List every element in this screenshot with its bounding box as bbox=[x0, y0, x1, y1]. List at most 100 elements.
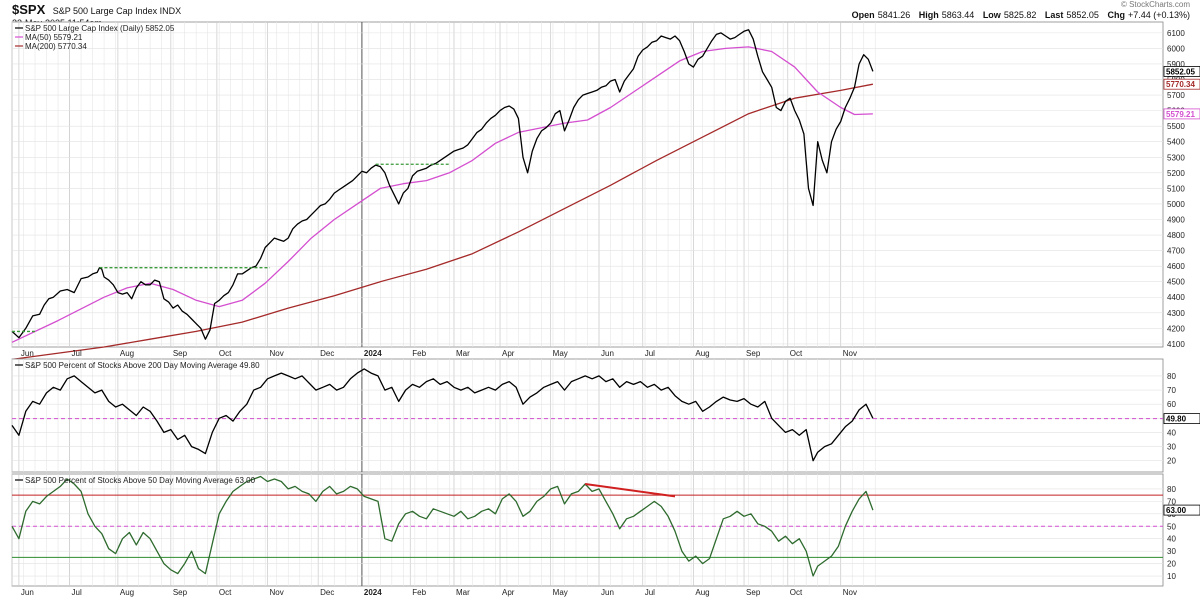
last-value-box bbox=[1163, 413, 1200, 425]
x-tick-label: Jul bbox=[72, 349, 82, 358]
x-tick-label: Nov bbox=[843, 349, 857, 358]
watermark: © StockCharts.com bbox=[1120, 0, 1190, 9]
x-tick-label: Jun bbox=[601, 588, 614, 597]
x-tick-label: Dec bbox=[320, 588, 334, 597]
legend-entry: S&P 500 Large Cap Index (Daily) 5852.05 bbox=[25, 24, 175, 33]
legend-entry: S&P 500 Percent of Stocks Above 200 Day … bbox=[25, 361, 260, 370]
last-label: Last bbox=[1044, 10, 1064, 20]
x-tick-label: Apr bbox=[502, 349, 515, 358]
y-tick-label: 70 bbox=[1167, 497, 1176, 506]
x-tick-label: Oct bbox=[219, 588, 232, 597]
y-tick-label: 5700 bbox=[1167, 91, 1185, 100]
y-tick-label: 5300 bbox=[1167, 153, 1185, 162]
y-tick-label: 4400 bbox=[1167, 293, 1185, 302]
y-tick-label: 5900 bbox=[1167, 60, 1185, 69]
series-line bbox=[11, 368, 874, 462]
last-value-box bbox=[1163, 108, 1200, 120]
y-tick-label: 10 bbox=[1167, 572, 1176, 581]
high-label: High bbox=[918, 10, 939, 20]
y-tick-label: 30 bbox=[1167, 443, 1176, 452]
x-tick-label: Apr bbox=[502, 588, 515, 597]
y-tick-label: 40 bbox=[1167, 428, 1176, 437]
y-tick-label: 5500 bbox=[1167, 122, 1185, 131]
x-tick-label: Nov bbox=[270, 588, 284, 597]
y-tick-label: 4300 bbox=[1167, 309, 1185, 318]
y-tick-label: 4600 bbox=[1167, 262, 1185, 271]
last-value: 5852.05 bbox=[1066, 10, 1099, 20]
y-tick-label: 30 bbox=[1167, 547, 1176, 556]
y-tick-label: 5200 bbox=[1167, 169, 1185, 178]
y-tick-label: 4500 bbox=[1167, 278, 1185, 287]
y-tick-label: 4100 bbox=[1167, 340, 1185, 349]
legend-entry: MA(50) 5579.21 bbox=[25, 33, 83, 42]
y-tick-label: 4800 bbox=[1167, 231, 1185, 240]
y-tick-label: 20 bbox=[1167, 560, 1176, 569]
x-tick-label: Feb bbox=[412, 588, 426, 597]
x-tick-label: Mar bbox=[456, 349, 470, 358]
x-tick-label: Aug bbox=[695, 588, 709, 597]
quote-summary: Open 5841.26 High 5863.44 Low 5825.82 Last 5… bbox=[846, 10, 1190, 20]
last-value-box bbox=[1163, 66, 1200, 77]
y-tick-label: 5000 bbox=[1167, 200, 1185, 209]
last-value-label: 63.00 bbox=[1166, 506, 1187, 515]
x-tick-label: Oct bbox=[790, 588, 803, 597]
legend-entry: S&P 500 Percent of Stocks Above 50 Day M… bbox=[25, 476, 256, 485]
x-tick-label: Mar bbox=[456, 588, 470, 597]
y-tick-label: 6100 bbox=[1167, 29, 1185, 38]
x-tick-label: May bbox=[553, 588, 568, 597]
x-tick-label: Jul bbox=[645, 588, 655, 597]
last-value-label: 5770.34 bbox=[1166, 80, 1195, 89]
x-tick-label: Nov bbox=[270, 349, 284, 358]
y-tick-label: 50 bbox=[1167, 522, 1176, 531]
last-value-box bbox=[1163, 504, 1200, 516]
panel-0: 4100 4200 4300 4400 4500 4600 4700 4800 4900 5000… bbox=[11, 21, 1200, 361]
symbol: $SPX bbox=[12, 2, 46, 17]
x-tick-label: May bbox=[553, 349, 568, 358]
chg-value: +7.44 (+0.13%) bbox=[1127, 10, 1190, 20]
series-line bbox=[11, 29, 874, 340]
y-tick-label: 6000 bbox=[1167, 44, 1185, 53]
x-tick-label: Aug bbox=[120, 588, 134, 597]
y-tick-label: 60 bbox=[1167, 400, 1176, 409]
panel-1: 20304050607080S&P 500 Percent of Stocks … bbox=[11, 358, 1200, 483]
last-value-label: 5852.05 bbox=[1166, 67, 1195, 76]
index-name: S&P 500 Large Cap Index INDX bbox=[52, 6, 182, 16]
chg-label: Chg bbox=[1107, 10, 1125, 20]
low-label: Low bbox=[982, 10, 1001, 20]
y-tick-label: 5100 bbox=[1167, 184, 1185, 193]
y-tick-label: 4700 bbox=[1167, 247, 1185, 256]
open-value: 5841.26 bbox=[877, 10, 911, 20]
x-tick-label: Jun bbox=[601, 349, 614, 358]
y-tick-label: 80 bbox=[1167, 372, 1176, 381]
x-tick-label: Oct bbox=[219, 349, 232, 358]
y-tick-label: 70 bbox=[1167, 386, 1176, 395]
last-value-label: 5579.21 bbox=[1166, 110, 1195, 119]
low-value: 5825.82 bbox=[1003, 10, 1037, 20]
y-tick-label: 5400 bbox=[1167, 138, 1185, 147]
series-line bbox=[11, 475, 874, 577]
x-tick-label: Dec bbox=[320, 349, 334, 358]
x-tick-label: Aug bbox=[120, 349, 134, 358]
x-tick-label: Sep bbox=[746, 349, 761, 358]
y-tick-label: 20 bbox=[1167, 457, 1176, 466]
x-tick-label: Sep bbox=[173, 349, 188, 358]
series-line bbox=[11, 83, 874, 361]
x-tick-label: Jun bbox=[21, 588, 34, 597]
y-tick-label: 4900 bbox=[1167, 215, 1185, 224]
x-tick-label: Feb bbox=[412, 349, 426, 358]
last-value-box bbox=[1163, 78, 1200, 90]
x-tick-label: Nov bbox=[843, 588, 857, 597]
x-tick-label: Jun bbox=[21, 349, 34, 358]
x-tick-label: Aug bbox=[695, 349, 709, 358]
x-tick-label: Jul bbox=[645, 349, 655, 358]
high-value: 5863.44 bbox=[941, 10, 975, 20]
x-tick-label: 2024 bbox=[364, 349, 382, 358]
last-value-label: 49.80 bbox=[1166, 415, 1187, 424]
y-tick-label: 80 bbox=[1167, 485, 1176, 494]
panel-2: 1020304050607080S&P 500 Percent of Stock… bbox=[11, 473, 1200, 597]
y-tick-label: 40 bbox=[1167, 535, 1176, 544]
x-tick-label: Sep bbox=[746, 588, 761, 597]
x-tick-label: Oct bbox=[790, 349, 803, 358]
